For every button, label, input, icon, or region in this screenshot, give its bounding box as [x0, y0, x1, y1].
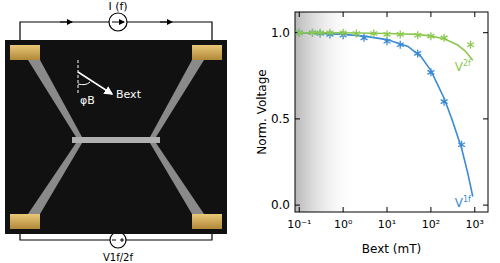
angle-arc [78, 82, 90, 85]
x-tick [430, 12, 431, 17]
x-tick [387, 207, 388, 212]
data-point [317, 30, 324, 38]
data-point [370, 30, 377, 38]
y-tick [483, 118, 488, 119]
lead [150, 60, 204, 137]
data-point [397, 30, 404, 38]
x-tick [299, 12, 300, 17]
data-point [467, 41, 474, 49]
series-label-sup: 1f [463, 195, 471, 204]
plus-sign [122, 238, 123, 242]
series-label-sup: 2f [463, 59, 471, 68]
x-tick [387, 12, 388, 17]
data-point [340, 29, 347, 37]
chart: 10⁻¹ 10⁰ 10¹ 10² 10³ 0.0 0.5 1.0 Bext (mT) Norm. … [255, 12, 488, 256]
data-point [296, 29, 303, 37]
contact-pad [192, 45, 222, 60]
x-tick-label: 10¹ [378, 218, 396, 231]
plot-frame [295, 12, 488, 212]
data-point [427, 32, 434, 40]
data-point [317, 29, 324, 37]
y-tick [295, 118, 300, 119]
x-tick [343, 207, 344, 212]
x-tick-label: 10⁰ [334, 218, 353, 231]
voltmeter [110, 232, 126, 248]
minus-sign [112, 240, 116, 241]
data-point [361, 34, 368, 42]
contact-pad [192, 214, 222, 229]
x-tick [343, 12, 344, 17]
data-point [353, 30, 360, 38]
data-point [441, 98, 448, 106]
data-point [326, 29, 333, 37]
contact-pad [10, 214, 40, 229]
x-tick [430, 207, 431, 212]
contact-pad [10, 45, 40, 60]
field-label: Bext [116, 88, 142, 101]
data-point [414, 31, 421, 39]
data-point [384, 37, 391, 45]
x-axis-label: Bext (mT) [362, 242, 421, 256]
series-label: V2f [455, 59, 471, 74]
reference-line [78, 60, 79, 95]
lead [150, 143, 204, 214]
x-tick [474, 12, 475, 17]
plot-marks [296, 29, 474, 197]
lead [28, 143, 82, 214]
y-tick [483, 32, 488, 33]
data-point [441, 34, 448, 42]
source-label: I (f) [108, 0, 127, 13]
y-tick-label: 0.5 [271, 112, 290, 126]
series-label: V1f [455, 195, 471, 210]
data-point [397, 41, 404, 49]
current-source [109, 13, 127, 31]
wire-strip [72, 137, 160, 143]
x-tick-label: 10³ [466, 218, 484, 231]
meter-label: V1f/2f [103, 252, 133, 263]
angle-label: φB [80, 94, 95, 107]
device-diagram: I (f) V1f/2f φB Bext [5, 0, 227, 263]
data-point [414, 49, 421, 57]
y-axis-label: Norm. Voltage [255, 69, 269, 154]
current-arrow [160, 22, 172, 23]
substrate [5, 40, 227, 234]
fit-line [299, 33, 473, 61]
data-point [458, 141, 465, 149]
y-tick-label: 0.0 [271, 198, 290, 212]
source-arrow [112, 22, 124, 23]
lead [28, 60, 82, 137]
fit-line [299, 33, 473, 197]
y-tick [483, 205, 488, 206]
y-tick-label: 1.0 [271, 26, 290, 40]
x-tick-label: 10² [422, 218, 440, 231]
current-arrow [60, 22, 72, 23]
x-tick [474, 207, 475, 212]
figure: I (f)V1f/2fφBBext10⁻¹10⁰10¹10²10³0.00.51… [0, 0, 500, 263]
data-point [384, 30, 391, 38]
field-arrow [78, 72, 112, 94]
shaded-region [295, 12, 357, 212]
x-tick [299, 207, 300, 212]
data-point [427, 68, 434, 76]
y-tick [295, 205, 300, 206]
data-point [309, 29, 316, 37]
x-tick-label: 10⁻¹ [287, 218, 311, 231]
